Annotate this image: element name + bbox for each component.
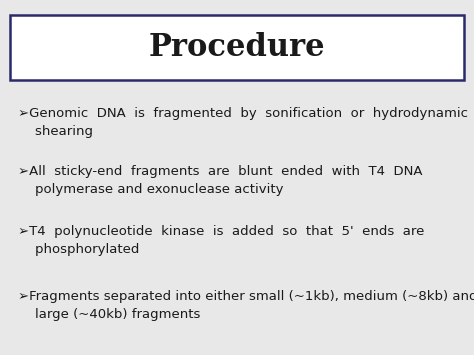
Text: shearing: shearing (18, 125, 93, 138)
Text: ➢T4  polynucleotide  kinase  is  added  so  that  5'  ends  are: ➢T4 polynucleotide kinase is added so th… (18, 225, 424, 238)
Text: ➢Fragments separated into either small (~1kb), medium (~8kb) and: ➢Fragments separated into either small (… (18, 290, 474, 303)
Text: Procedure: Procedure (149, 32, 325, 63)
Text: ➢Genomic  DNA  is  fragmented  by  sonification  or  hydrodynamic: ➢Genomic DNA is fragmented by sonificati… (18, 107, 468, 120)
Text: polymerase and exonuclease activity: polymerase and exonuclease activity (18, 183, 283, 196)
Text: phosphorylated: phosphorylated (18, 243, 139, 256)
Text: ➢All  sticky-end  fragments  are  blunt  ended  with  T4  DNA: ➢All sticky-end fragments are blunt ende… (18, 165, 422, 178)
Text: large (~40kb) fragments: large (~40kb) fragments (18, 308, 201, 321)
FancyBboxPatch shape (10, 15, 464, 80)
